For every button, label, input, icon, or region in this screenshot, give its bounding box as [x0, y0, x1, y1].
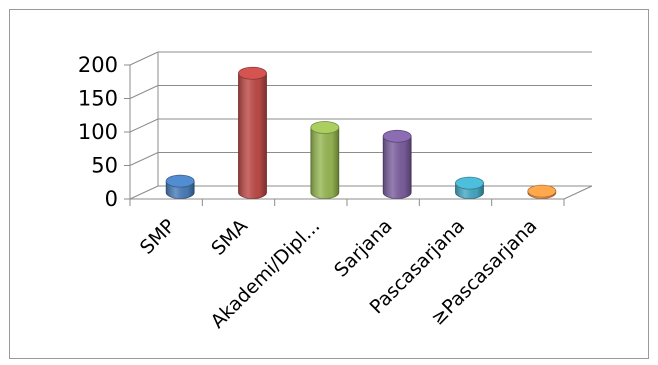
bar [455, 176, 484, 199]
bar-shading [455, 183, 484, 199]
y-tick-label: 100 [78, 120, 118, 144]
bar-top [382, 129, 412, 143]
y-tick-label: 150 [78, 87, 118, 111]
x-category-label: Sarjana [330, 215, 397, 282]
bar-top [165, 174, 195, 188]
bar-top [238, 66, 267, 80]
gridline-side [129, 152, 159, 166]
bar-shading [238, 73, 267, 199]
bar [527, 184, 557, 199]
bar [238, 66, 267, 199]
bar-top [527, 184, 557, 198]
bar-top [310, 121, 340, 134]
gridline-side [129, 118, 159, 133]
x-category-label: SMA [207, 215, 252, 260]
bar [310, 121, 340, 199]
gridline-side [129, 51, 159, 66]
gridlines [129, 51, 592, 200]
bar-shading [383, 136, 412, 199]
floor-edge [563, 185, 593, 200]
y-tick-label: 0 [105, 187, 118, 211]
x-category-label: SMP [136, 215, 180, 259]
bar-shading [310, 127, 339, 199]
gridline-side [129, 85, 159, 99]
chart-frame: 0 50 100 150 200 SMP SMA Akademi/Dipl... Sarjana… [9, 9, 649, 359]
bar [382, 129, 412, 199]
bar-shading [166, 181, 195, 199]
axes [124, 52, 593, 206]
y-tick-label: 200 [78, 53, 118, 77]
y-tick-label: 50 [91, 154, 118, 178]
bar-top [455, 176, 484, 190]
bars [165, 66, 557, 199]
bar [165, 174, 195, 199]
gridline-side [129, 185, 159, 200]
